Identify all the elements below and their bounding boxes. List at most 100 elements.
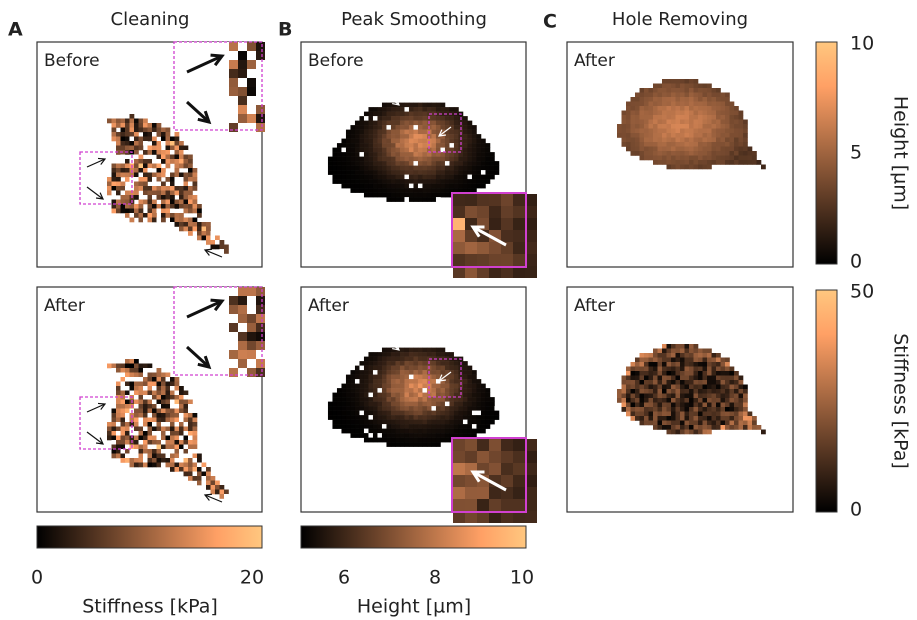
pixel	[621, 384, 627, 390]
pixel	[386, 433, 392, 438]
pixel	[462, 170, 468, 175]
pixel	[129, 426, 135, 432]
pixel	[431, 165, 437, 171]
pixel	[453, 266, 465, 278]
pixel	[725, 146, 730, 152]
pixel	[617, 398, 622, 403]
pixel	[729, 133, 735, 138]
pixel	[426, 424, 432, 429]
pixel	[363, 437, 369, 443]
pixel	[462, 361, 468, 366]
pixel	[662, 88, 667, 93]
pixel	[377, 170, 383, 175]
pixel	[684, 155, 690, 161]
pixel	[138, 413, 144, 418]
pixel	[183, 471, 189, 477]
pixel	[413, 424, 419, 429]
pixel	[417, 170, 423, 175]
pixel	[684, 371, 690, 376]
pixel	[707, 357, 712, 363]
pixel	[671, 119, 676, 125]
pixel	[720, 398, 726, 403]
pixel	[444, 361, 450, 366]
pixel	[377, 143, 383, 148]
pixel	[422, 138, 428, 144]
pixel	[431, 129, 437, 135]
pixel	[525, 451, 537, 463]
pixel	[247, 87, 256, 96]
pixel	[120, 386, 126, 391]
pixel	[431, 174, 437, 180]
pixel	[465, 266, 477, 278]
pixel	[711, 416, 717, 421]
colorbar-tick: 0	[850, 251, 862, 273]
pixel	[332, 174, 338, 180]
pixel	[501, 439, 513, 451]
pixel	[422, 174, 428, 180]
pixel	[725, 137, 730, 143]
pixel	[354, 388, 360, 393]
pixel	[143, 372, 148, 378]
pixel	[134, 453, 139, 459]
pixel	[354, 170, 360, 175]
pixel	[125, 118, 130, 124]
pixel	[684, 380, 690, 385]
pixel	[377, 397, 383, 402]
pixel	[675, 371, 681, 376]
pixel	[129, 114, 135, 119]
pixel	[680, 119, 685, 125]
pixel	[120, 440, 126, 445]
pixel	[426, 428, 432, 434]
pixel	[350, 392, 356, 398]
pixel	[431, 183, 437, 189]
pixel	[156, 168, 162, 173]
pixel	[476, 170, 482, 175]
pixel	[738, 155, 744, 161]
pixel	[116, 399, 121, 405]
pixel	[729, 393, 735, 399]
pixel	[395, 356, 401, 362]
pixel	[174, 417, 180, 423]
pixel	[471, 370, 477, 375]
pixel	[485, 152, 491, 157]
pixel	[684, 344, 690, 349]
pixel	[671, 411, 676, 417]
pixel	[116, 199, 121, 205]
pixel	[435, 347, 441, 353]
pixel	[720, 384, 726, 390]
pixel	[662, 160, 667, 165]
pixel	[426, 437, 432, 443]
pixel	[147, 127, 153, 133]
pixel	[363, 156, 369, 162]
pixel	[702, 375, 708, 381]
pixel	[327, 415, 333, 420]
pixel	[689, 371, 694, 376]
pixel	[693, 416, 699, 421]
pixel	[417, 188, 423, 193]
pixel	[671, 97, 676, 102]
pixel	[435, 183, 441, 189]
pixel	[377, 433, 383, 438]
pixel	[161, 199, 166, 205]
pixel	[671, 124, 676, 129]
pixel	[462, 374, 468, 380]
pixel	[639, 151, 645, 156]
pixel	[431, 352, 437, 357]
pixel	[408, 392, 414, 398]
pixel	[143, 199, 148, 205]
pixel	[174, 435, 180, 441]
pixel	[156, 458, 162, 463]
pixel	[489, 266, 501, 278]
pixel	[680, 151, 685, 156]
pixel	[657, 389, 663, 394]
pixel	[179, 462, 184, 468]
pixel	[399, 374, 405, 380]
pixel	[143, 168, 148, 173]
pixel	[501, 499, 513, 511]
pixel	[707, 380, 712, 385]
pixel	[192, 204, 198, 209]
pixel	[494, 165, 500, 171]
pixel	[188, 168, 193, 173]
pixel	[422, 433, 428, 438]
pixel	[693, 155, 699, 161]
